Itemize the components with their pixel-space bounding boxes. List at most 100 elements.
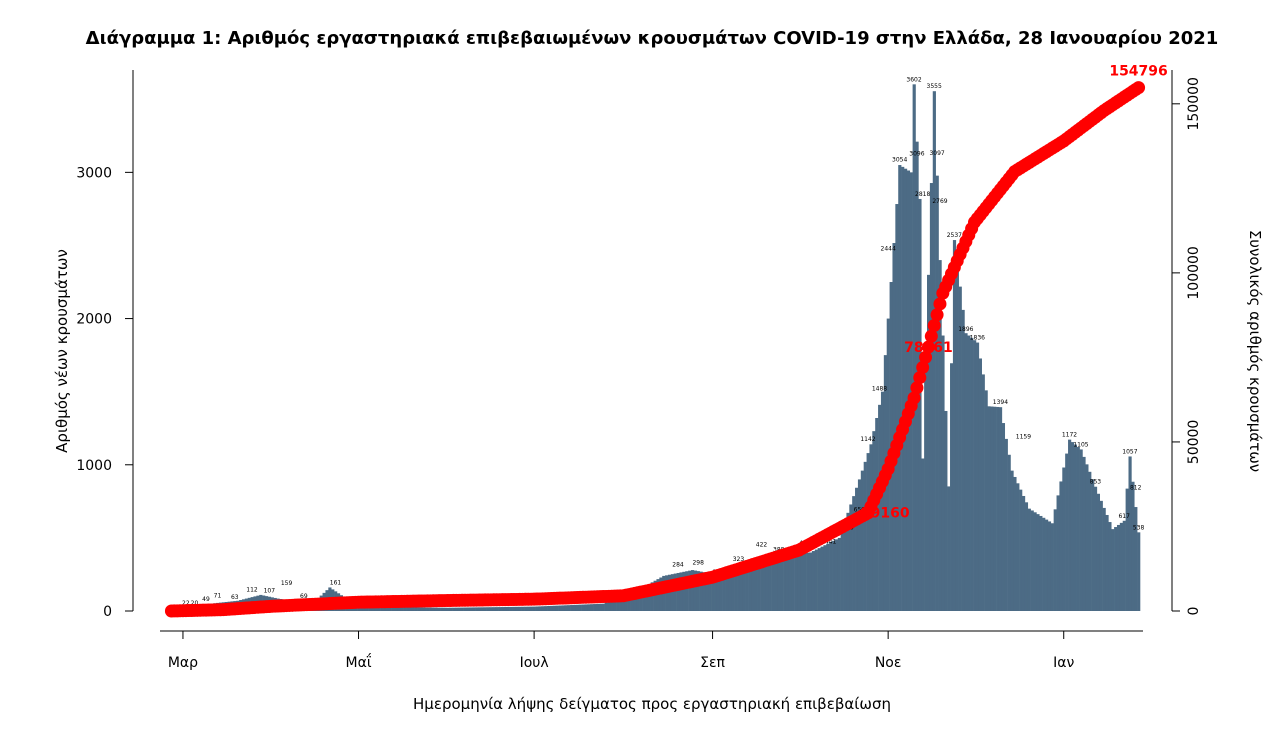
- bar: [809, 553, 812, 611]
- bar: [803, 553, 806, 611]
- bar: [432, 608, 435, 611]
- bar: [461, 608, 464, 611]
- bar: [455, 608, 458, 611]
- bar: [844, 521, 847, 611]
- bar: [1065, 454, 1068, 611]
- bar: [501, 607, 504, 611]
- bar: [438, 608, 441, 611]
- y2-tick-label: 150000: [1186, 77, 1202, 130]
- bar: [596, 604, 599, 611]
- bar: [530, 607, 533, 611]
- bar: [930, 183, 933, 611]
- bar: [815, 550, 818, 611]
- bar: [953, 240, 956, 611]
- bar: [821, 547, 824, 611]
- bar: [1094, 487, 1097, 611]
- bar: [513, 607, 516, 611]
- bar: [1054, 509, 1057, 611]
- y2-tick-label: 100000: [1186, 246, 1202, 299]
- bar-value-label: 617: [1118, 513, 1130, 520]
- bar: [590, 604, 593, 611]
- bar: [895, 204, 898, 611]
- bar: [823, 545, 826, 611]
- cumulative-annotation: 154796: [1109, 64, 1167, 80]
- bar: [498, 607, 501, 611]
- bar-value-label: 161: [330, 579, 342, 586]
- bar: [490, 607, 493, 611]
- bar: [1077, 447, 1080, 611]
- y-axis-label: Αριθμός νέων κρουσμάτων: [53, 249, 71, 453]
- bar: [993, 407, 996, 611]
- bar: [409, 607, 412, 611]
- bar: [898, 165, 901, 611]
- bar: [435, 608, 438, 611]
- x-axis-label: Ημερομηνία λήψης δείγματος προς εργαστηρ…: [413, 695, 891, 713]
- bar: [527, 607, 530, 611]
- bar: [800, 553, 803, 611]
- bar: [518, 607, 521, 611]
- bar: [780, 555, 783, 611]
- bar: [907, 171, 910, 611]
- x-tick-label: Μαΐ: [346, 653, 372, 671]
- bar: [547, 606, 550, 611]
- bar: [559, 606, 562, 611]
- bar: [786, 555, 789, 611]
- bar: [475, 607, 478, 611]
- bar-value-label: 1836: [970, 335, 985, 342]
- bar-value-label: 3096: [909, 150, 924, 157]
- bar: [533, 607, 536, 611]
- bar-value-label: 1172: [1062, 432, 1077, 439]
- bar: [553, 606, 556, 611]
- bar: [806, 553, 809, 611]
- bar-value-label: 2769: [932, 198, 947, 205]
- bar-value-label: 853: [1090, 478, 1102, 485]
- bar: [936, 176, 939, 611]
- y2-tick-label: 50000: [1186, 420, 1202, 465]
- bar: [478, 607, 481, 611]
- bar: [979, 358, 982, 611]
- bar: [841, 530, 844, 611]
- bar: [415, 607, 418, 611]
- bar-value-label: 284: [672, 561, 684, 568]
- bar: [950, 363, 953, 611]
- bar: [504, 607, 507, 611]
- bar: [774, 557, 777, 611]
- bar: [1137, 532, 1140, 611]
- bar-value-label: 1896: [958, 326, 973, 333]
- bar: [584, 604, 587, 611]
- bar: [1091, 479, 1094, 611]
- bar: [466, 608, 469, 611]
- bar-value-label: 63: [231, 594, 239, 601]
- bar: [564, 605, 567, 611]
- bar: [996, 407, 999, 611]
- bar: [1131, 482, 1134, 611]
- cumulative-annotation: 29160: [861, 505, 910, 521]
- bar: [576, 605, 579, 611]
- bar: [1016, 483, 1019, 611]
- bar: [999, 407, 1002, 611]
- bar: [881, 392, 884, 611]
- bar: [944, 411, 947, 611]
- bar: [550, 606, 553, 611]
- bar-value-label: 3602: [906, 76, 921, 83]
- bar: [602, 604, 605, 611]
- bar-value-label: 1394: [993, 399, 1008, 406]
- bar: [973, 340, 976, 611]
- y-tick-label: 1000: [76, 458, 112, 474]
- bar: [777, 556, 780, 611]
- bar: [561, 605, 564, 611]
- bar: [582, 605, 585, 611]
- bar: [570, 605, 573, 611]
- bar: [1128, 456, 1131, 611]
- bar: [941, 336, 944, 611]
- bar: [446, 608, 449, 611]
- bar: [829, 542, 832, 611]
- chart-title: Διάγραμμα 1: Αριθμός εργαστηριακά επιβεβ…: [86, 28, 1219, 49]
- bars-layer: [170, 84, 1140, 611]
- bar: [406, 607, 409, 611]
- bar: [956, 263, 959, 611]
- bar: [964, 333, 967, 611]
- bar: [469, 607, 472, 611]
- bar: [541, 606, 544, 611]
